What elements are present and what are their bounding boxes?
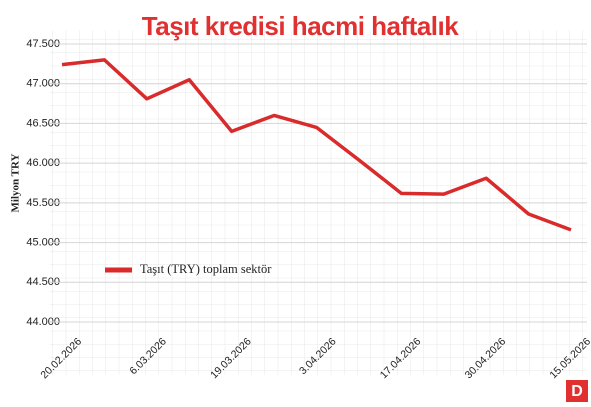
y-tick-label: 47.500 bbox=[26, 38, 60, 50]
line-series bbox=[61, 58, 572, 232]
logo-box bbox=[566, 380, 588, 402]
y-axis-label: Milyon TRY bbox=[10, 153, 22, 212]
y-tick-label: 47.000 bbox=[26, 78, 60, 90]
y-tick-label: 45.000 bbox=[26, 236, 60, 248]
y-tick-label: 46.000 bbox=[26, 157, 60, 169]
y-tick-label: 44.000 bbox=[26, 316, 60, 328]
y-tick-label: 46.500 bbox=[26, 117, 60, 129]
chart-title: Taşıt kredisi hacmi haftalık bbox=[142, 11, 459, 41]
legend-label: Taşıt (TRY) toplam sektör bbox=[140, 262, 272, 276]
y-tick-label: 44.500 bbox=[26, 276, 60, 288]
logo: D bbox=[571, 383, 583, 400]
y-tick-label: 45.500 bbox=[26, 197, 60, 209]
